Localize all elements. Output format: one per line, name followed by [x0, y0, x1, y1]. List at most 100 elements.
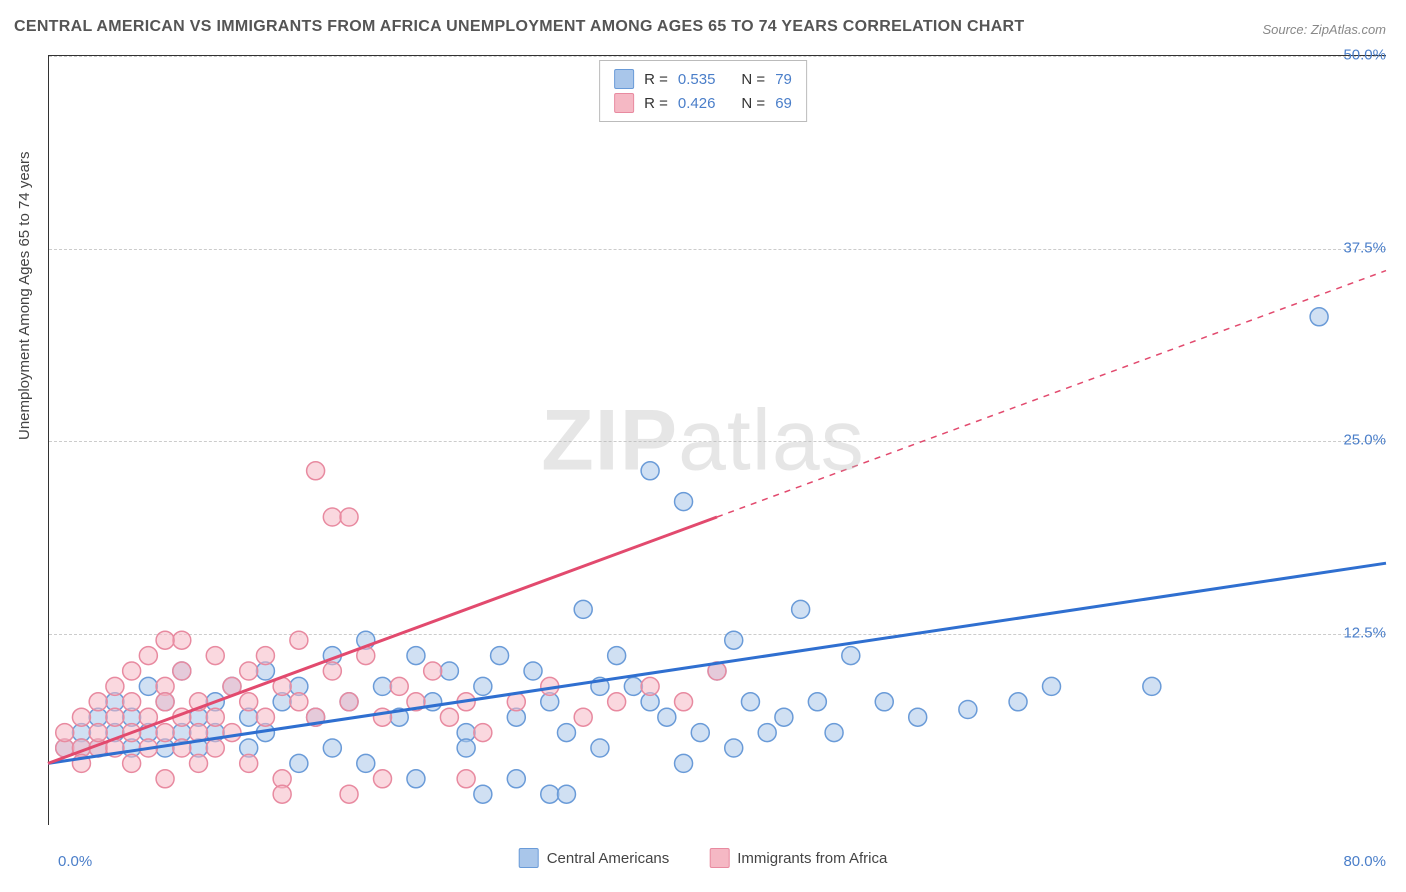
scatter-point: [123, 662, 141, 680]
scatter-point: [323, 739, 341, 757]
legend-n-value: 69: [775, 95, 792, 112]
scatter-point: [206, 647, 224, 665]
legend-n-value: 79: [775, 71, 792, 88]
scatter-point: [206, 739, 224, 757]
source-attribution: Source: ZipAtlas.com: [1262, 22, 1386, 37]
scatter-point: [474, 677, 492, 695]
scatter-point: [675, 754, 693, 772]
scatter-point: [758, 724, 776, 742]
scatter-point: [842, 647, 860, 665]
scatter-point: [390, 677, 408, 695]
scatter-point: [775, 708, 793, 726]
scatter-point: [89, 693, 107, 711]
y-tick-label: 50.0%: [1343, 47, 1386, 64]
scatter-point: [1310, 308, 1328, 326]
scatter-point: [240, 662, 258, 680]
legend-series-item: Immigrants from Africa: [709, 848, 887, 868]
scatter-point: [808, 693, 826, 711]
scatter-point: [307, 462, 325, 480]
scatter-point: [1043, 677, 1061, 695]
scatter-point: [457, 770, 475, 788]
scatter-point: [323, 508, 341, 526]
scatter-point: [106, 708, 124, 726]
scatter-point: [875, 693, 893, 711]
scatter-point: [658, 708, 676, 726]
scatter-point: [424, 662, 442, 680]
legend-r-label: R =: [644, 71, 668, 88]
scatter-point: [223, 724, 241, 742]
legend-r-value: 0.426: [678, 95, 716, 112]
legend-swatch: [519, 848, 539, 868]
correlation-legend: R = 0.535 N = 79 R =0.426N =69: [599, 60, 807, 122]
scatter-point: [357, 754, 375, 772]
scatter-point: [156, 724, 174, 742]
scatter-point: [173, 662, 191, 680]
legend-r-value: 0.535: [678, 71, 716, 88]
scatter-point: [1009, 693, 1027, 711]
scatter-point: [240, 754, 258, 772]
scatter-point: [959, 701, 977, 719]
legend-series-label: Central Americans: [547, 850, 670, 867]
scatter-point: [173, 631, 191, 649]
scatter-point: [156, 693, 174, 711]
legend-series-item: Central Americans: [519, 848, 670, 868]
legend-swatch: [614, 69, 634, 89]
x-tick-min: 0.0%: [58, 853, 92, 870]
scatter-point: [374, 770, 392, 788]
legend-series-label: Immigrants from Africa: [737, 850, 887, 867]
scatter-point: [725, 739, 743, 757]
scatter-point: [123, 693, 141, 711]
y-tick-label: 37.5%: [1343, 239, 1386, 256]
scatter-point: [139, 647, 157, 665]
scatter-point: [340, 693, 358, 711]
scatter-point: [909, 708, 927, 726]
scatter-point: [524, 662, 542, 680]
scatter-point: [457, 739, 475, 757]
scatter-point: [440, 708, 458, 726]
scatter-point: [507, 770, 525, 788]
legend-row: R = 0.535 N = 79: [614, 67, 792, 91]
legend-row: R =0.426N =69: [614, 91, 792, 115]
scatter-point: [557, 724, 575, 742]
scatter-point: [641, 677, 659, 695]
scatter-point: [256, 708, 274, 726]
scatter-point: [89, 724, 107, 742]
scatter-point: [675, 693, 693, 711]
scatter-point: [256, 647, 274, 665]
scatter-point: [56, 724, 74, 742]
scatter-point: [574, 600, 592, 618]
scatter-point: [608, 647, 626, 665]
scatter-point: [72, 708, 90, 726]
scatter-point: [624, 677, 642, 695]
legend-swatch: [709, 848, 729, 868]
scatter-point: [691, 724, 709, 742]
scatter-point: [474, 724, 492, 742]
scatter-point: [273, 785, 291, 803]
scatter-point: [825, 724, 843, 742]
scatter-point: [340, 785, 358, 803]
scatter-point: [557, 785, 575, 803]
y-axis-label: Unemployment Among Ages 65 to 74 years: [16, 151, 33, 440]
scatter-point: [741, 693, 759, 711]
scatter-point: [792, 600, 810, 618]
scatter-point: [340, 508, 358, 526]
scatter-point: [641, 462, 659, 480]
scatter-point: [290, 631, 308, 649]
chart-title: CENTRAL AMERICAN VS IMMIGRANTS FROM AFRI…: [14, 18, 1024, 36]
scatter-point: [1143, 677, 1161, 695]
scatter-point: [323, 662, 341, 680]
scatter-point: [240, 693, 258, 711]
y-tick-label: 25.0%: [1343, 432, 1386, 449]
scatter-point: [156, 770, 174, 788]
scatter-point: [106, 677, 124, 695]
legend-swatch: [614, 93, 634, 113]
scatter-point: [474, 785, 492, 803]
x-tick-max: 80.0%: [1343, 853, 1386, 870]
scatter-point: [290, 754, 308, 772]
scatter-point: [206, 708, 224, 726]
scatter-point: [541, 785, 559, 803]
scatter-point: [374, 677, 392, 695]
legend-n-label: N =: [741, 71, 765, 88]
y-tick-label: 12.5%: [1343, 624, 1386, 641]
scatter-point: [725, 631, 743, 649]
